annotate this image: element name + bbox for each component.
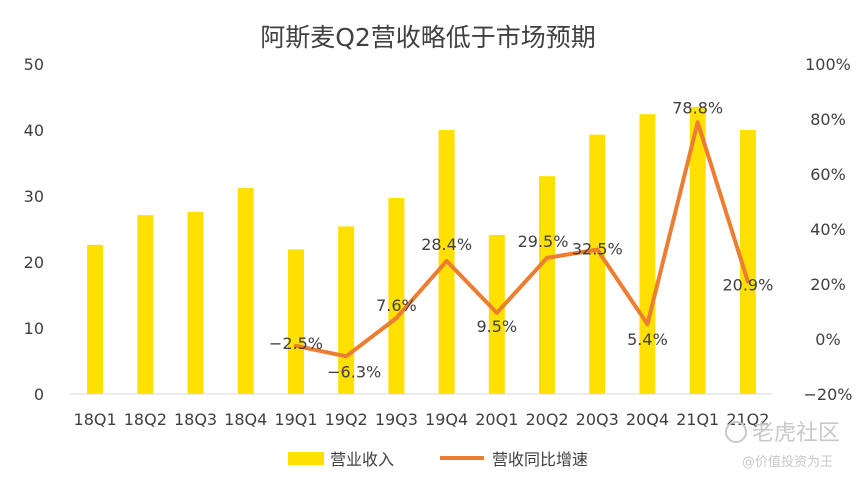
left-tick-label: 30: [24, 187, 44, 206]
right-tick-label: 20%: [810, 275, 846, 294]
bar-21Q1: [689, 106, 706, 395]
bar-19Q1: [287, 249, 304, 394]
watermark-author: @价值投资为王: [742, 454, 833, 470]
chart-title: 阿斯麦Q2营收略低于市场预期: [260, 23, 596, 52]
right-tick-label: 80%: [810, 110, 846, 129]
x-tick-label: 18Q4: [224, 410, 267, 429]
data-label-20Q3: 32.5%: [572, 240, 623, 259]
bar-20Q4: [639, 114, 656, 394]
x-axis: 18Q1 18Q2 18Q3 18Q4 19Q1 19Q2 19Q3 19Q4 20Q1 20Q2…: [70, 393, 773, 429]
watermark-brand: 老虎社区: [752, 421, 840, 446]
x-tick-label: 19Q2: [325, 410, 368, 429]
bar-18Q2: [137, 215, 154, 394]
x-tick-label: 19Q3: [375, 410, 418, 429]
data-label-19Q3: 7.6%: [376, 296, 417, 315]
data-label-21Q1: 78.8%: [672, 98, 723, 117]
right-tick-label: 40%: [810, 220, 846, 239]
left-tick-label: 0: [34, 385, 44, 404]
watermark: 老虎社区 @价值投资为王: [725, 421, 840, 470]
left-tick-label: 10: [24, 319, 44, 338]
x-tick-label: 20Q4: [626, 410, 669, 429]
data-label-20Q1: 9.5%: [476, 317, 517, 336]
x-tick-label: 21Q2: [726, 410, 769, 429]
legend-label-line: 营收同比增速: [492, 450, 588, 469]
x-tick-label: 21Q1: [676, 410, 719, 429]
watermark-logo-icon: [725, 421, 747, 443]
line-series: [293, 120, 750, 359]
bar-18Q3: [187, 211, 204, 394]
data-label-21Q2: 20.9%: [722, 276, 773, 295]
data-label-19Q4: 28.4%: [421, 235, 472, 254]
right-tick-label: 100%: [805, 55, 851, 74]
legend-swatch-bar: [288, 452, 324, 465]
data-label-20Q4: 5.4%: [627, 330, 668, 349]
bar-21Q2: [739, 130, 756, 394]
x-tick-label: 20Q2: [525, 410, 568, 429]
right-tick-label: −20%: [804, 385, 853, 404]
left-y-axis: 0 10 20 30 40 50: [24, 55, 44, 404]
x-tick-label: 18Q1: [74, 410, 117, 429]
data-label-19Q1: −2.5%: [269, 334, 323, 353]
x-tick-label: 20Q3: [576, 410, 619, 429]
growth-line: [293, 120, 750, 359]
line-data-labels: −2.5%−6.3% 7.6% 28.4% 9.5% 29.5% 32.5% 5.4% 78.…: [269, 98, 773, 381]
data-label-19Q2: −6.3%: [327, 362, 381, 381]
right-y-axis: −20% 0% 20% 40% 60% 80% 100%: [804, 55, 853, 404]
right-tick-label: 0%: [815, 330, 840, 349]
left-tick-label: 40: [24, 121, 44, 140]
bar-20Q2: [539, 176, 556, 394]
bar-20Q3: [589, 134, 606, 394]
x-tick-label: 19Q4: [425, 410, 468, 429]
x-tick-label: 18Q3: [174, 410, 217, 429]
bar-18Q4: [237, 188, 254, 394]
bar-18Q1: [87, 244, 104, 394]
x-tick-label: 20Q1: [475, 410, 518, 429]
left-tick-label: 50: [24, 55, 44, 74]
x-tick-label: 19Q1: [274, 410, 317, 429]
data-label-20Q2: 29.5%: [518, 232, 569, 251]
legend-label-bar: 营业收入: [330, 450, 394, 469]
x-tick-label: 18Q2: [124, 410, 167, 429]
left-tick-label: 20: [24, 253, 44, 272]
bar-19Q3: [388, 197, 405, 394]
right-tick-label: 60%: [810, 165, 846, 184]
legend: 营业收入 营收同比增速: [288, 450, 588, 469]
